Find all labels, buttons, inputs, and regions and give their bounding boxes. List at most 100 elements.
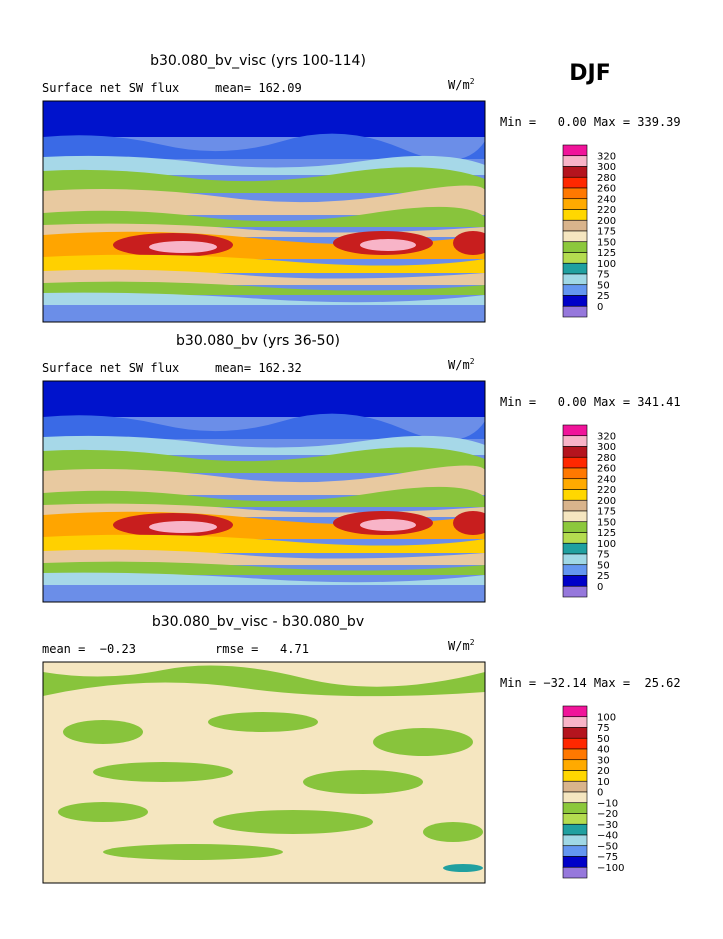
colorbar-label: 75 [597, 270, 610, 281]
colorbar-box [562, 521, 588, 533]
panel-left-label: mean = −0.23 [42, 642, 136, 656]
colorbar-box [562, 780, 588, 793]
colorbar-box [562, 813, 588, 825]
colorbar-label: 280 [597, 453, 616, 464]
colorbar-label: 75 [597, 550, 610, 561]
colorbar-label: 220 [597, 485, 616, 496]
colorbar-box [562, 489, 588, 501]
panel-right-label: rmse = 4.71 [215, 642, 309, 656]
colorbar-box [562, 262, 588, 275]
colorbar-box [562, 866, 588, 879]
panel-right-label: mean= 162.09 [215, 81, 302, 95]
colorbar-label: 200 [597, 496, 616, 507]
colorbar-label: 75 [597, 723, 610, 734]
colorbar-label: 100 [597, 539, 616, 550]
panel-left-label: Surface net SW flux [42, 81, 179, 95]
colorbar-box [562, 198, 588, 210]
colorbar-box [562, 467, 588, 480]
panel-title: b30.080_bv_visc - b30.080_bv [152, 614, 364, 630]
colorbar-box [562, 144, 588, 157]
map [42, 380, 493, 603]
colorbar-box [562, 166, 588, 178]
colorbar-label: −20 [597, 809, 618, 820]
min-max: Min = −32.14 Max = 25.62 [500, 676, 681, 690]
colorbar-box [562, 176, 588, 189]
colorbar-label: 25 [597, 571, 610, 582]
colorbar-box [562, 737, 588, 750]
units-base: W/m [448, 639, 470, 653]
colorbar-box [562, 532, 588, 544]
colorbar-label: −10 [597, 798, 618, 809]
units: W/m2 [448, 357, 475, 372]
colorbar-box [562, 856, 588, 868]
panel-title: b30.080_bv (yrs 36-50) [176, 333, 340, 349]
map [42, 100, 493, 323]
colorbar-box [562, 241, 588, 253]
colorbar-label: 150 [597, 517, 616, 528]
colorbar-label: 300 [597, 442, 616, 453]
colorbar-box [562, 478, 588, 490]
colorbar-box [562, 424, 588, 437]
colorbar-label: 220 [597, 205, 616, 216]
colorbar-box [562, 542, 588, 555]
units: W/m2 [448, 638, 475, 653]
colorbar-label: 260 [597, 184, 616, 195]
units-sup: 2 [470, 638, 475, 647]
colorbar-box [562, 823, 588, 836]
colorbar-label: −100 [597, 863, 624, 874]
colorbar-label: 0 [597, 302, 603, 313]
colorbar-box [562, 845, 588, 857]
colorbar-label: 150 [597, 237, 616, 248]
colorbar-box [562, 273, 588, 286]
colorbar-label: 40 [597, 745, 610, 756]
colorbar-box [562, 510, 588, 523]
colorbar-label: 25 [597, 291, 610, 302]
colorbar-box [562, 209, 588, 221]
colorbar-box [562, 295, 588, 307]
colorbar-box [562, 727, 588, 739]
colorbar-label: 50 [597, 560, 610, 571]
colorbar-label: 260 [597, 464, 616, 475]
panel-right-label: mean= 162.32 [215, 361, 302, 375]
colorbar-box [562, 230, 588, 243]
units-sup: 2 [470, 357, 475, 366]
min-max: Min = 0.00 Max = 341.41 [500, 395, 681, 409]
colorbar-label: 50 [597, 734, 610, 745]
colorbar-box [562, 716, 588, 728]
colorbar-box [562, 705, 588, 718]
colorbar-label: −75 [597, 852, 618, 863]
colorbar-label: 240 [597, 474, 616, 485]
colorbar-box [562, 446, 588, 458]
colorbar-label: 0 [597, 582, 603, 593]
colorbar-label: 125 [597, 528, 616, 539]
colorbar-label: 240 [597, 194, 616, 205]
colorbar-box [562, 834, 588, 847]
colorbar-box [562, 284, 588, 296]
colorbar-box [562, 456, 588, 469]
colorbar-box [562, 187, 588, 200]
colorbar-label: −40 [597, 831, 618, 842]
colorbar-box [562, 553, 588, 566]
colorbar-label: 320 [597, 431, 616, 442]
colorbar-label: 125 [597, 248, 616, 259]
colorbar-box [562, 155, 588, 167]
colorbar-label: 20 [597, 766, 610, 777]
colorbar-box [562, 802, 588, 814]
colorbar-box [562, 564, 588, 576]
colorbar-box [562, 585, 588, 598]
colorbar-label: 100 [597, 259, 616, 270]
colorbar-label: 300 [597, 162, 616, 173]
colorbar-label: 175 [597, 227, 616, 238]
units-sup: 2 [470, 77, 475, 86]
colorbar-label: −30 [597, 820, 618, 831]
colorbar-box [562, 770, 588, 782]
units: W/m2 [448, 77, 475, 92]
colorbar-box [562, 791, 588, 804]
colorbar-label: 0 [597, 788, 603, 799]
colorbar-box [562, 499, 588, 512]
colorbar-label: 280 [597, 173, 616, 184]
colorbar-label: 30 [597, 755, 610, 766]
colorbar-label: 200 [597, 216, 616, 227]
min-max: Min = 0.00 Max = 339.39 [500, 115, 681, 129]
